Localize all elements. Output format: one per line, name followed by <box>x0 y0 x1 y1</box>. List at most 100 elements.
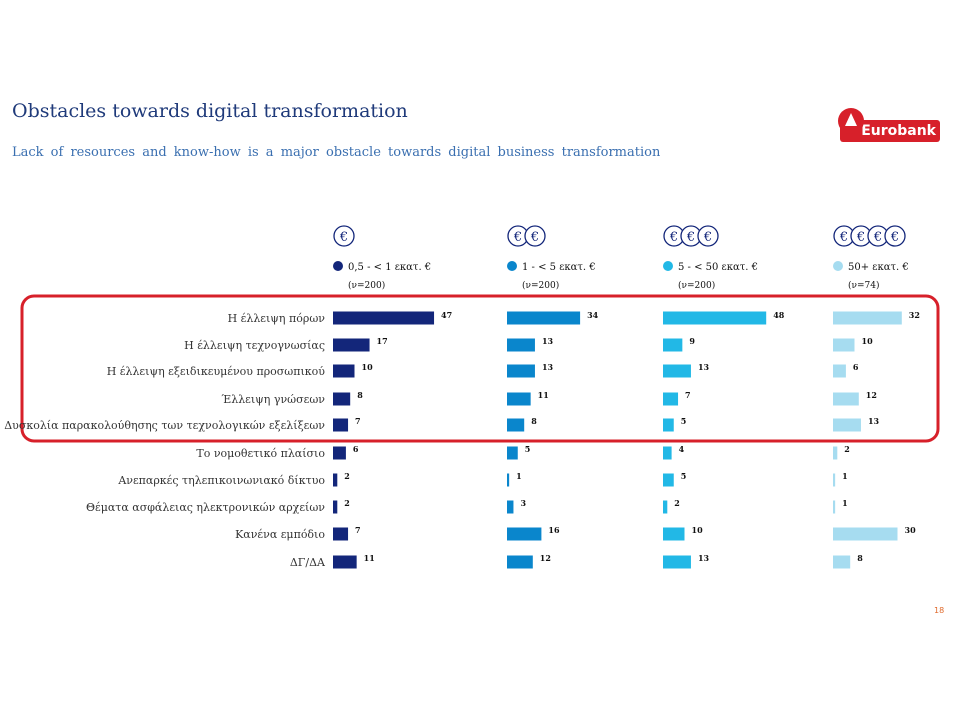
category-label: Η έλλειψη τεχνογνωσίας <box>184 339 325 352</box>
euro-icon-glyph: € <box>856 230 865 245</box>
bar <box>333 364 355 378</box>
bar <box>507 338 535 352</box>
euro-icon-glyph: € <box>513 230 522 245</box>
bar <box>833 500 836 514</box>
data-label: 32 <box>909 310 920 320</box>
data-label: 7 <box>685 390 691 400</box>
data-label: 5 <box>525 444 531 454</box>
bar <box>507 500 514 514</box>
bar <box>333 418 349 432</box>
data-label: 3 <box>520 498 526 508</box>
data-label: 13 <box>868 416 880 426</box>
bar <box>333 338 370 352</box>
legend-dot <box>507 261 517 271</box>
bar <box>663 364 691 378</box>
legend-label: 0,5 - < 1 εκατ. € <box>348 262 431 273</box>
data-label: 5 <box>681 471 687 481</box>
bar <box>833 311 902 325</box>
bar <box>507 473 510 487</box>
data-label: 13 <box>698 553 710 563</box>
data-label: 11 <box>538 390 549 400</box>
data-label: 5 <box>681 416 687 426</box>
data-label: 12 <box>866 390 877 400</box>
legend-dot <box>333 261 343 271</box>
data-label: 10 <box>862 336 874 346</box>
bar <box>833 364 846 378</box>
bar <box>507 418 525 432</box>
legend-sample-size: (ν=200) <box>522 280 559 291</box>
data-label: 8 <box>857 553 863 563</box>
legend-label: 50+ εκατ. € <box>848 262 909 273</box>
data-label: 30 <box>905 525 917 535</box>
bar <box>833 392 859 406</box>
legend-dot <box>833 261 843 271</box>
legend-sample-size: (ν=200) <box>348 280 385 291</box>
data-label: 13 <box>542 336 554 346</box>
legend-dot <box>663 261 673 271</box>
eurobank-logo: Eurobank <box>838 108 942 142</box>
bar <box>333 311 435 325</box>
page-number: 18 <box>934 606 945 615</box>
category-label: Κανένα εμπόδιο <box>235 528 325 541</box>
bar <box>507 446 518 460</box>
bar <box>833 527 898 541</box>
data-label: 47 <box>441 310 452 320</box>
category-label: Η έλλειψη πόρων <box>228 312 326 325</box>
data-label: 48 <box>773 310 785 320</box>
category-label: Θέματα ασφάλειας ηλεκτρονικών αρχείων <box>86 501 325 514</box>
bar <box>507 555 533 569</box>
bar <box>663 500 668 514</box>
bar <box>663 311 767 325</box>
bar <box>507 364 535 378</box>
data-label: 10 <box>692 525 704 535</box>
bar <box>833 473 836 487</box>
bar <box>333 473 338 487</box>
data-label: 8 <box>531 416 537 426</box>
data-label: 34 <box>587 310 599 320</box>
page-title: Obstacles towards digital transformation <box>12 100 408 122</box>
euro-icon <box>524 225 546 247</box>
data-label: 8 <box>357 390 363 400</box>
euro-icon <box>333 225 355 247</box>
euro-icon-glyph: € <box>873 230 882 245</box>
bar <box>663 338 683 352</box>
bar <box>663 473 674 487</box>
data-label: 2 <box>844 444 850 454</box>
bar <box>833 446 838 460</box>
page-subtitle: Lack of resources and know-how is a majo… <box>12 145 661 160</box>
category-label: Δυσκολία παρακολούθησης των τεχνολογικών… <box>4 419 325 432</box>
category-label: Το νομοθετικό πλαίσιο <box>196 447 325 460</box>
data-label: 2 <box>674 498 680 508</box>
bar <box>663 392 679 406</box>
legend-sample-size: (ν=200) <box>678 280 715 291</box>
data-label: 2 <box>344 498 350 508</box>
logo-mark-icon <box>838 108 864 134</box>
data-label: 17 <box>377 336 388 346</box>
bar <box>333 392 351 406</box>
bar <box>333 446 346 460</box>
euro-icon-glyph: € <box>839 230 848 245</box>
data-label: 1 <box>516 471 522 481</box>
euro-icon-glyph: € <box>339 230 348 245</box>
euro-icon <box>697 225 719 247</box>
category-label: ΔΓ/ΔΑ <box>290 556 326 569</box>
bar <box>833 418 861 432</box>
euro-icon-glyph: € <box>669 230 678 245</box>
data-label: 4 <box>679 444 685 454</box>
data-label: 6 <box>353 444 359 454</box>
data-label: 9 <box>689 336 695 346</box>
bar <box>507 527 542 541</box>
data-label: 13 <box>698 362 710 372</box>
data-label: 13 <box>542 362 554 372</box>
bar <box>333 500 338 514</box>
data-label: 11 <box>364 553 375 563</box>
data-label: 1 <box>842 471 848 481</box>
logo-text: Eurobank <box>840 120 940 142</box>
data-label: 12 <box>540 553 551 563</box>
bar <box>833 555 851 569</box>
euro-icon-glyph: € <box>686 230 695 245</box>
legend-label: 1 - < 5 εκατ. € <box>522 262 596 273</box>
euro-icon <box>884 225 906 247</box>
data-label: 7 <box>355 525 361 535</box>
